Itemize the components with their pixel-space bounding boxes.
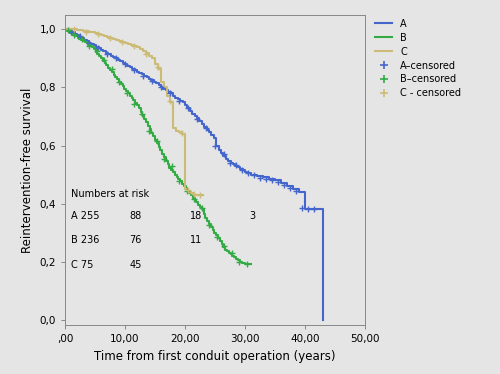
- Y-axis label: Reintervention-free survival: Reintervention-free survival: [21, 88, 34, 253]
- Text: 11: 11: [190, 235, 202, 245]
- Text: 45: 45: [130, 260, 142, 270]
- Text: 18: 18: [190, 211, 202, 221]
- Text: C 75: C 75: [71, 260, 94, 270]
- Text: 88: 88: [130, 211, 142, 221]
- X-axis label: Time from first conduit operation (years): Time from first conduit operation (years…: [94, 350, 336, 363]
- Text: 76: 76: [130, 235, 142, 245]
- Legend: A, B, C, A–censored, B–censored, C - censored: A, B, C, A–censored, B–censored, C - cen…: [371, 15, 465, 102]
- Text: B 236: B 236: [71, 235, 100, 245]
- Text: A 255: A 255: [71, 211, 100, 221]
- Text: Numbers at risk: Numbers at risk: [71, 189, 149, 199]
- Text: 3: 3: [250, 211, 256, 221]
